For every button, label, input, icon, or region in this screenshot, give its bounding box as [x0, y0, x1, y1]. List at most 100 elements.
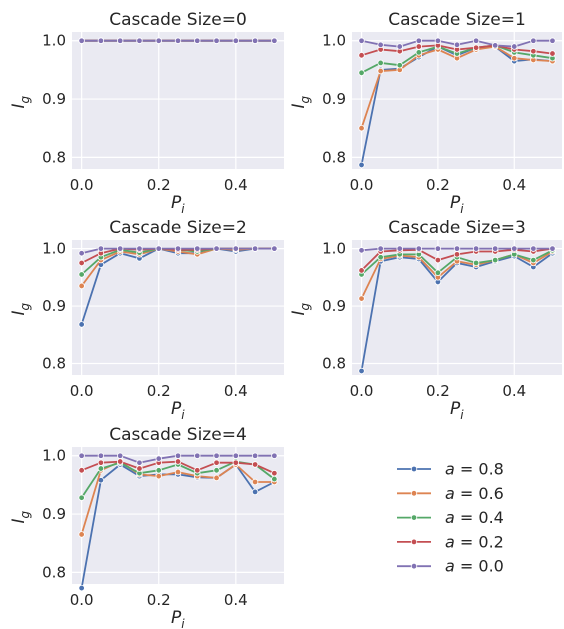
y-tick-label: 0.9 [322, 90, 346, 108]
panel-title: Cascade Size=4 [109, 425, 247, 445]
data-point [358, 69, 365, 77]
data-point [434, 256, 442, 264]
data-point [174, 37, 182, 44]
x-tick-label: 0.2 [426, 176, 450, 194]
data-point [78, 259, 85, 267]
data-point [155, 472, 162, 480]
data-point [155, 37, 162, 44]
x-tick-label: 0.0 [70, 591, 94, 609]
data-point [271, 470, 278, 477]
data-point [453, 251, 461, 258]
data-point [232, 245, 240, 252]
data-point [251, 452, 259, 459]
y-tick-label: 1.0 [322, 240, 346, 258]
data-point [97, 37, 105, 44]
data-point [78, 494, 85, 501]
data-point [472, 259, 480, 267]
data-point [434, 37, 442, 44]
data-point [271, 475, 278, 483]
data-point [232, 452, 240, 459]
y-tick-label: 0.8 [42, 355, 66, 373]
data-point [136, 37, 143, 44]
panel-4: 0.0 0.2 0.4 0.8 0.9 1.0 Cascade Size=4 Pi Ig [9, 425, 284, 629]
data-point [232, 459, 240, 466]
data-point [415, 37, 423, 44]
x-axis-label: Pi [171, 399, 185, 422]
y-tick-label: 0.9 [42, 90, 66, 108]
panel-0: 0.0 0.2 0.4 0.8 0.9 1.0 Cascade Size=0 Pi Ig [9, 10, 284, 216]
legend-item: a = 0.4 [397, 508, 504, 527]
data-point [174, 458, 182, 465]
legend-item: a = 0.8 [397, 460, 504, 479]
panel-title: Cascade Size=3 [388, 218, 526, 238]
data-point [453, 41, 461, 49]
data-point [434, 245, 442, 252]
y-tick-label: 0.8 [42, 563, 66, 581]
data-point [194, 37, 201, 44]
data-point [377, 245, 384, 252]
x-tick-label: 0.4 [224, 382, 248, 400]
y-tick-label: 0.9 [322, 297, 346, 315]
data-point [358, 161, 365, 169]
data-point [116, 452, 124, 459]
y-tick-label: 0.9 [42, 505, 66, 523]
y-tick-label: 1.0 [42, 240, 66, 258]
data-point [155, 245, 162, 252]
data-point [174, 468, 182, 476]
data-point [415, 245, 423, 252]
data-point [116, 458, 124, 465]
data-point [511, 245, 518, 252]
data-point [396, 43, 403, 50]
legend: a = 0.8 a = 0.6 a = 0.4 a = 0.2 a = 0.0 [397, 460, 504, 576]
data-point [511, 43, 518, 50]
data-point [213, 474, 220, 482]
y-tick-label: 0.8 [322, 355, 346, 373]
legend-item: a = 0.0 [397, 557, 504, 576]
data-point [358, 367, 365, 375]
data-point [78, 271, 85, 278]
y-axis-label: Ig [9, 510, 32, 523]
legend-label: a = 0.2 [445, 532, 504, 551]
y-tick-label: 0.8 [42, 148, 66, 166]
data-point [251, 461, 259, 468]
y-tick-label: 1.0 [42, 447, 66, 465]
y-axis-label: Ig [289, 302, 312, 315]
x-tick-label: 0.2 [147, 176, 171, 194]
data-point [530, 256, 537, 264]
data-point [232, 37, 240, 44]
panel-title: Cascade Size=0 [109, 10, 247, 30]
data-point [174, 452, 182, 459]
data-point [271, 245, 278, 252]
data-point [97, 465, 105, 472]
x-tick-label: 0.4 [224, 176, 248, 194]
y-tick-label: 1.0 [42, 32, 66, 50]
panel-3: 0.0 0.2 0.4 0.8 0.9 1.0 Cascade Size=3 Pi Ig [289, 218, 562, 422]
data-point [213, 37, 220, 44]
x-tick-label: 0.0 [70, 382, 94, 400]
data-point [530, 48, 537, 55]
panel-2: 0.0 0.2 0.4 0.8 0.9 1.0 Cascade Size=2 Pi Ig [9, 218, 284, 422]
data-point [358, 247, 365, 254]
data-point [377, 59, 384, 67]
data-point [472, 245, 480, 252]
data-point [213, 459, 220, 466]
legend-item: a = 0.6 [397, 484, 504, 503]
plot-area [72, 240, 284, 375]
data-point [549, 50, 556, 57]
data-point [213, 467, 220, 474]
data-point [116, 37, 124, 44]
legend-label: a = 0.8 [445, 460, 504, 479]
data-point [155, 455, 162, 462]
data-point [271, 452, 278, 459]
data-point [377, 41, 384, 49]
data-point [78, 37, 85, 44]
panel-title: Cascade Size=2 [109, 218, 247, 238]
data-point [530, 37, 537, 44]
legend-label: a = 0.4 [445, 508, 504, 527]
legend-marker [410, 538, 418, 546]
data-point [511, 55, 518, 62]
x-tick-label: 0.2 [426, 382, 450, 400]
data-point [491, 245, 499, 252]
panel-1: 0.0 0.2 0.4 0.8 0.9 1.0 Cascade Size=1 Pi Ig [289, 10, 562, 216]
